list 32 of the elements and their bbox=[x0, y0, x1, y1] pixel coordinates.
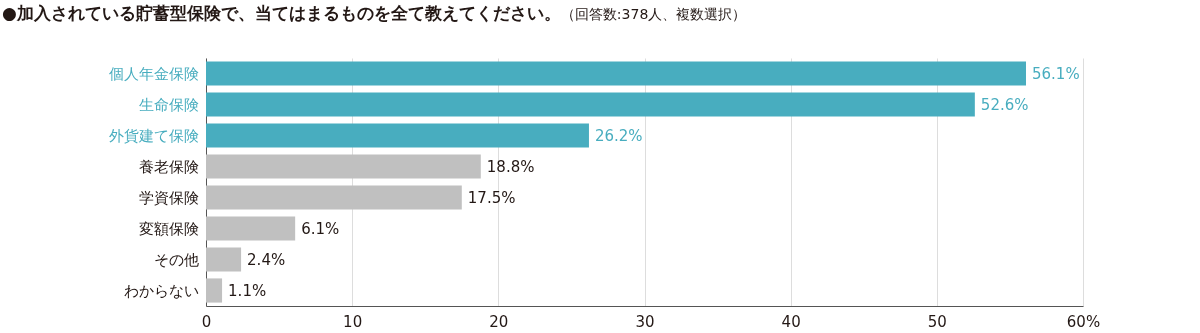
data-label: 26.2% bbox=[594, 126, 643, 145]
x-tick-label: 50 bbox=[927, 312, 947, 331]
y-tick-label: わからない bbox=[123, 281, 199, 300]
bar bbox=[206, 216, 296, 241]
chart-subtitle: （回答数:378人、複数選択） bbox=[560, 6, 747, 22]
y-tick-label: その他 bbox=[153, 250, 199, 269]
bar bbox=[206, 154, 481, 179]
y-tick-label: 学資保険 bbox=[138, 188, 199, 207]
x-tick-label: 60% bbox=[1066, 312, 1101, 331]
data-label: 52.6% bbox=[980, 95, 1029, 114]
data-label: 18.8% bbox=[486, 157, 535, 176]
bar bbox=[206, 247, 242, 272]
data-label: 1.1% bbox=[228, 281, 267, 300]
bar bbox=[206, 278, 223, 303]
y-tick-label: 養老保険 bbox=[138, 157, 199, 176]
data-label: 56.1% bbox=[1031, 64, 1080, 83]
bar bbox=[206, 61, 1026, 86]
bar bbox=[206, 123, 589, 148]
bar bbox=[206, 185, 462, 210]
x-tick-label: 30 bbox=[635, 312, 655, 331]
data-label: 2.4% bbox=[247, 250, 286, 269]
y-tick-label: 外貨建て保険 bbox=[108, 126, 199, 145]
data-label: 6.1% bbox=[301, 219, 340, 238]
x-tick-label: 0 bbox=[201, 312, 212, 331]
y-tick-label: 生命保険 bbox=[138, 95, 199, 114]
y-tick-label: 変額保険 bbox=[138, 219, 199, 238]
x-tick-label: 10 bbox=[343, 312, 363, 331]
bar bbox=[206, 92, 975, 117]
y-tick-label: 個人年金保険 bbox=[108, 64, 199, 83]
x-tick-label: 20 bbox=[489, 312, 509, 331]
x-tick-label: 40 bbox=[781, 312, 801, 331]
data-label: 17.5% bbox=[467, 188, 516, 207]
